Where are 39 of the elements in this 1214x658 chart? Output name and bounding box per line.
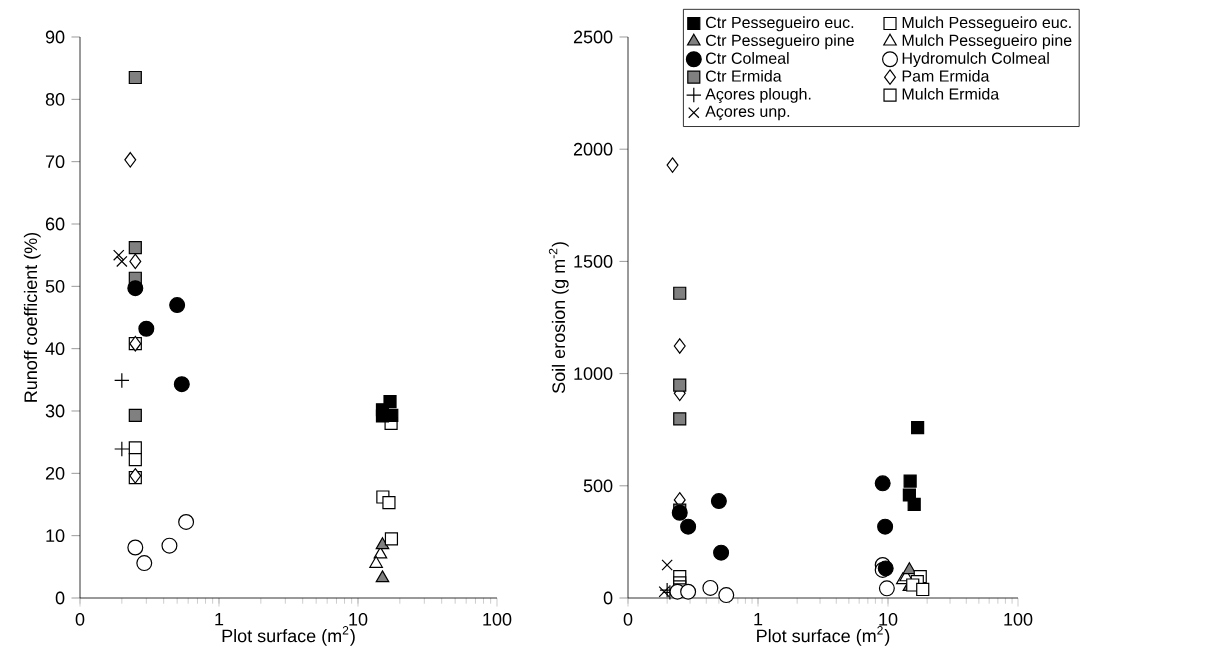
y-tick-label: 0 bbox=[603, 591, 613, 605]
x-tick-label: 100 bbox=[483, 612, 512, 626]
y-tick-label: 90 bbox=[45, 30, 65, 44]
x-axis-title: Plot surface (m$^{2}$) bbox=[222, 626, 355, 646]
y-tick-label: 60 bbox=[45, 217, 65, 231]
legend-label: Ctr Pessegueiro pine bbox=[706, 34, 854, 50]
legend-label: Ctr Ermida bbox=[706, 70, 782, 82]
legend-label: Ctr Colmeal bbox=[706, 52, 789, 64]
x-tick-label: 0 bbox=[75, 612, 85, 626]
y-tick-label: 10 bbox=[46, 529, 65, 543]
y-tick-label: 1500 bbox=[574, 255, 613, 268]
legend-label: Mulch Ermida bbox=[902, 87, 1000, 100]
y-tick-label: 30 bbox=[45, 404, 65, 418]
y-tick-label: 20 bbox=[45, 466, 65, 480]
legend-label: Ctr Pessegueiro euc. bbox=[706, 16, 854, 32]
legend-label: Açores plough. bbox=[705, 87, 811, 103]
x-tick-label: 1 bbox=[215, 612, 224, 626]
y-tick-label: 70 bbox=[45, 155, 65, 169]
y-tick-label: 0 bbox=[55, 591, 65, 605]
x-tick-label: 100 bbox=[1004, 612, 1033, 626]
x-tick-label: 0 bbox=[623, 612, 633, 626]
y-axis-title: Soil erosion (g m$^{-2}$) bbox=[548, 242, 569, 394]
x-axis-title: Plot surface (m$^{2}$) bbox=[757, 626, 890, 646]
legend-label: Mulch Pessegueiro euc. bbox=[902, 16, 1071, 32]
y-tick-label: 40 bbox=[45, 342, 65, 356]
x-tick-label: 1 bbox=[754, 612, 763, 626]
y-tick-label: 50 bbox=[45, 279, 65, 293]
x-tick-label: 10 bbox=[349, 612, 368, 626]
legend-label: Pam Ermida bbox=[902, 70, 990, 82]
y-axis-title: Runoff coefficient (%) bbox=[23, 232, 41, 402]
y-tick-label: 2000 bbox=[573, 142, 613, 156]
legend-label: Açores unp. bbox=[705, 105, 790, 121]
y-tick-label: 80 bbox=[45, 92, 65, 106]
y-tick-label: 500 bbox=[583, 479, 613, 493]
legend-label: Hydromulch Colmeal bbox=[902, 52, 1049, 68]
y-tick-label: 1000 bbox=[574, 367, 613, 380]
legend-label: Mulch Pessegueiro pine bbox=[902, 34, 1072, 50]
y-tick-label: 2500 bbox=[573, 30, 613, 44]
x-tick-label: 10 bbox=[879, 612, 898, 626]
